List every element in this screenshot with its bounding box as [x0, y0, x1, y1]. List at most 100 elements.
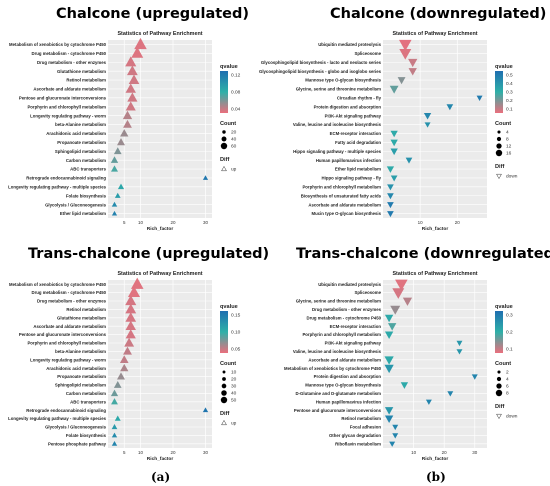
data-point [387, 184, 394, 191]
category-label: Ubiquitin mediated proteolysis [318, 42, 381, 47]
category-label: Riboflavin metabolism [335, 441, 381, 446]
x-tick-label: 5 [123, 450, 126, 455]
data-point [120, 129, 129, 137]
data-point [130, 277, 144, 289]
data-point [392, 433, 399, 439]
chart-title: Statistics of Pathway Enrichment [392, 31, 477, 37]
category-label: Biosynthesis of unsaturated fatty acids [301, 193, 382, 198]
legend-count-label: 50 [231, 398, 237, 404]
x-tick-label: 30 [472, 450, 478, 455]
category-label: Drug metabolism - other enzymes [37, 60, 107, 65]
legend-qvalue-tick: 0.2 [506, 330, 513, 336]
data-point [387, 211, 394, 218]
data-point [384, 415, 394, 424]
category-label: Glycolysis / Gluconeogenesis [45, 202, 107, 207]
legend-count-title: Count [220, 121, 236, 127]
plot-area [108, 40, 212, 218]
data-point [126, 65, 138, 76]
legend-diff-title: Diff [495, 164, 504, 170]
legend-count-label: 20 [231, 130, 237, 136]
category-label: beta-Alanine metabolism [55, 349, 106, 354]
data-point [384, 364, 394, 374]
data-point [390, 148, 398, 156]
data-point [111, 424, 118, 430]
category-label: Glycine, serine and threonine metabolism [296, 87, 381, 92]
legend-count-label: 30 [231, 384, 237, 390]
legend-diff-marker [221, 165, 227, 172]
category-label: Hippo signaling pathway - multiple speci… [293, 149, 381, 154]
legend-count-dot [220, 142, 228, 150]
data-point [123, 119, 132, 128]
category-label: Sphingolipid metabolism [55, 149, 106, 154]
x-axis-label: Rich_factor [422, 456, 449, 462]
data-point [127, 92, 138, 102]
legend-qvalue-title: qvalue [495, 304, 513, 310]
category-label: Glycosphingolipid biosynthesis - globo a… [259, 69, 382, 74]
chart-panel-trans-down: Statistics of Pathway Enrichment Ubiquiti… [275, 266, 550, 466]
data-point [122, 110, 133, 120]
category-label: Ascorbate and aldarate metabolism [308, 357, 381, 362]
data-point [389, 441, 396, 447]
x-axis-label: Rich_factor [147, 456, 174, 462]
legend-count-label: 4 [506, 130, 509, 136]
data-point [390, 175, 398, 182]
data-point [117, 183, 125, 190]
legend-count-dot [221, 136, 227, 142]
category-label: Circadian rhythm - fly [337, 95, 382, 100]
data-point [456, 340, 463, 347]
legend-qvalue-tick: 0.2 [506, 98, 513, 104]
plot-area [383, 280, 487, 448]
figure-caption-b: (b) [426, 470, 446, 484]
legend-count-label: 6 [506, 384, 509, 390]
data-point [399, 39, 412, 52]
category-label: Other glycan degradation [329, 433, 381, 438]
category-label: Porphyrin and chlorophyll metabolism [302, 184, 381, 189]
category-label: Hippo signaling pathway - fly [322, 176, 382, 181]
legend-diff-title: Diff [495, 404, 504, 410]
chart-panel-chalcone-up: Statistics of Pathway Enrichment Metaboli… [0, 26, 275, 236]
legend-count-label: 20 [231, 377, 237, 383]
legend-qvalue-tick: 0.15 [231, 313, 241, 319]
figure-caption-a: (a) [151, 470, 171, 484]
category-label: beta-Alanine metabolism [55, 122, 106, 127]
legend-qvalue-tick: 0.3 [506, 313, 513, 319]
category-label: Carbon metabolism [66, 158, 106, 163]
legend-diff-label: down [506, 174, 518, 180]
legend-diff-marker [221, 419, 227, 426]
category-label: Drug metabolism - other enzymes [312, 307, 382, 312]
data-point [387, 323, 397, 331]
category-label: Folate biosynthesis [66, 193, 107, 198]
data-point [111, 432, 118, 438]
data-point [424, 122, 431, 128]
chart-title: Statistics of Pathway Enrichment [117, 31, 202, 37]
legend-count-label: 8 [506, 137, 509, 143]
data-point [127, 286, 141, 298]
data-point [390, 139, 398, 147]
x-tick-label: 10 [138, 450, 144, 455]
category-label: ABC transporters [70, 399, 106, 404]
data-point [390, 130, 398, 138]
data-point [128, 74, 140, 84]
data-point [111, 201, 118, 207]
legend-colorbar [220, 71, 228, 113]
legend-diff-title: Diff [220, 411, 229, 417]
legend-diff-marker [496, 173, 502, 180]
data-point [402, 297, 413, 306]
data-point [125, 295, 137, 306]
legend-qvalue-tick: 0.04 [231, 107, 241, 113]
chart-title: Statistics of Pathway Enrichment [117, 271, 202, 277]
legend-count-label: 40 [231, 391, 237, 397]
chart-heading-b-down: Chalcone (downregulated) [330, 6, 547, 22]
legend-count-dot [496, 136, 502, 142]
plot-area [383, 40, 487, 218]
data-point [389, 85, 399, 94]
category-label: Retinol metabolism [341, 416, 381, 421]
category-label: Glycolysis / Gluconeogenesis [45, 425, 107, 430]
category-label: Valine, leucine and isoleucine biosynthe… [293, 122, 382, 127]
legend-count-dot [496, 143, 502, 149]
category-label: Porphyrin and chlorophyll metabolism [27, 104, 106, 109]
category-label: Drug metabolism - cytochrome P450 [31, 290, 106, 295]
legend-count-title: Count [495, 121, 511, 127]
legend-qvalue-tick: 0.10 [231, 330, 241, 336]
chart-heading-b-trans-down: Trans-chalcone (downregulated) [296, 246, 550, 262]
